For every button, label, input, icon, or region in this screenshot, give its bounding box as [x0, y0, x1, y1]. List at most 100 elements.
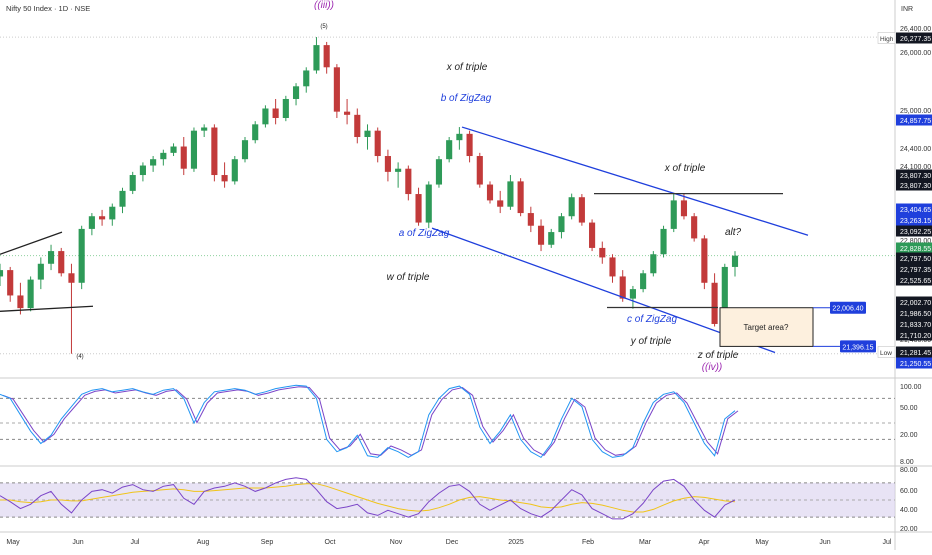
- price-level-box: [896, 296, 932, 308]
- price-level-box: [896, 318, 932, 330]
- candle-body: [272, 108, 279, 118]
- candle-body: [58, 251, 65, 274]
- price-axis-tick: 24,400.00: [900, 146, 931, 153]
- candle: [303, 67, 310, 93]
- price-level-value: 23,807.30: [900, 173, 931, 180]
- candle: [701, 235, 708, 290]
- candle-body: [405, 168, 412, 195]
- candle: [435, 156, 443, 188]
- candle-body: [27, 279, 34, 309]
- candle: [252, 121, 259, 144]
- candle: [415, 187, 422, 226]
- candle: [497, 190, 504, 214]
- candle: [129, 171, 136, 195]
- triangle-lower-line: [0, 305, 94, 312]
- candle: [88, 213, 95, 236]
- candle: [619, 270, 626, 302]
- wave-label: y of triple: [630, 336, 672, 347]
- candle-body: [650, 254, 657, 274]
- candle: [711, 273, 718, 327]
- candle-body: [476, 156, 483, 185]
- candle-body: [252, 124, 259, 141]
- candle-body: [466, 133, 473, 157]
- price-level-value: 23,807.30: [900, 183, 931, 190]
- candle-body: [17, 295, 24, 309]
- level-tag-value: 22,006.40: [832, 306, 863, 313]
- candle-body: [527, 213, 534, 226]
- candle: [691, 213, 698, 242]
- price-level-box: [896, 263, 932, 275]
- time-axis-label: Dec: [446, 539, 459, 546]
- candle-body: [139, 165, 146, 176]
- candle-body: [292, 86, 300, 99]
- price-level-box: [896, 307, 932, 319]
- time-axis-label: Jul: [131, 539, 140, 546]
- price-axis-tick: 24,100.00: [900, 164, 931, 171]
- candle: [170, 143, 177, 157]
- candle: [201, 124, 208, 138]
- price-level-value: 22,002.70: [900, 300, 931, 307]
- candle-body: [517, 181, 524, 214]
- candle-body: [629, 289, 636, 299]
- channel-lower-line: [431, 227, 776, 354]
- price-level-value: 22,797.50: [900, 256, 931, 263]
- candle: [323, 41, 330, 74]
- candle: [119, 187, 126, 214]
- price-level-value: 26,277.35: [900, 36, 931, 43]
- candle: [241, 137, 249, 163]
- candle-body: [660, 228, 667, 255]
- price-level-box: [896, 214, 932, 226]
- candle-body: [190, 130, 198, 169]
- candle: [139, 162, 146, 182]
- time-axis-label: Aug: [197, 539, 210, 546]
- candle: [578, 194, 585, 226]
- candle: [150, 156, 157, 172]
- candle: [527, 206, 534, 233]
- candle-body: [313, 45, 320, 71]
- candle-body: [170, 146, 177, 153]
- candle-body: [415, 194, 422, 223]
- candle: [211, 124, 218, 182]
- time-axis-label: Mar: [639, 539, 652, 546]
- candle: [650, 251, 657, 277]
- candle: [344, 98, 351, 125]
- time-axis-label: Jun: [72, 539, 83, 546]
- price-level-box: [896, 242, 932, 254]
- candle: [680, 193, 688, 220]
- price-axis-tick: 25,000.00: [900, 108, 931, 115]
- candle-body: [160, 152, 167, 160]
- price-level-box: [896, 274, 932, 286]
- price-level-value: 23,263.15: [900, 218, 931, 225]
- price-axis: 26,400.00 26,000.00 25,000.00 24,400.00 24,1…: [877, 26, 932, 369]
- candle: [0, 263, 4, 286]
- candle-body: [211, 127, 218, 176]
- currency-label: INR: [901, 6, 914, 13]
- candle: [374, 127, 381, 163]
- candle: [221, 162, 228, 188]
- candle-body: [701, 238, 708, 283]
- channel-upper-line: [461, 126, 809, 236]
- candle: [37, 257, 44, 290]
- candle-body: [395, 168, 402, 172]
- price-level-value: 21,833.70: [900, 322, 931, 329]
- candle-body: [435, 159, 443, 185]
- candle: [425, 181, 432, 229]
- candle: [517, 178, 524, 217]
- price-axis-tick: 22,800.00: [900, 238, 931, 245]
- rsi-axis-tick: 20.00: [900, 432, 918, 439]
- candle: [68, 263, 75, 354]
- wave-label: z of triple: [697, 350, 739, 361]
- candle-body: [231, 159, 238, 182]
- time-axis-label: May: [755, 539, 769, 546]
- price-layer: [0, 36, 895, 355]
- candle: [99, 209, 106, 226]
- candle: [660, 225, 667, 258]
- osc-axis-tick: 40.00: [900, 507, 918, 514]
- level-tag-box: [840, 340, 876, 353]
- candle: [405, 165, 412, 201]
- time-axis-label: Jun: [819, 539, 830, 546]
- candle: [486, 181, 494, 204]
- rsi-line: [0, 384, 736, 459]
